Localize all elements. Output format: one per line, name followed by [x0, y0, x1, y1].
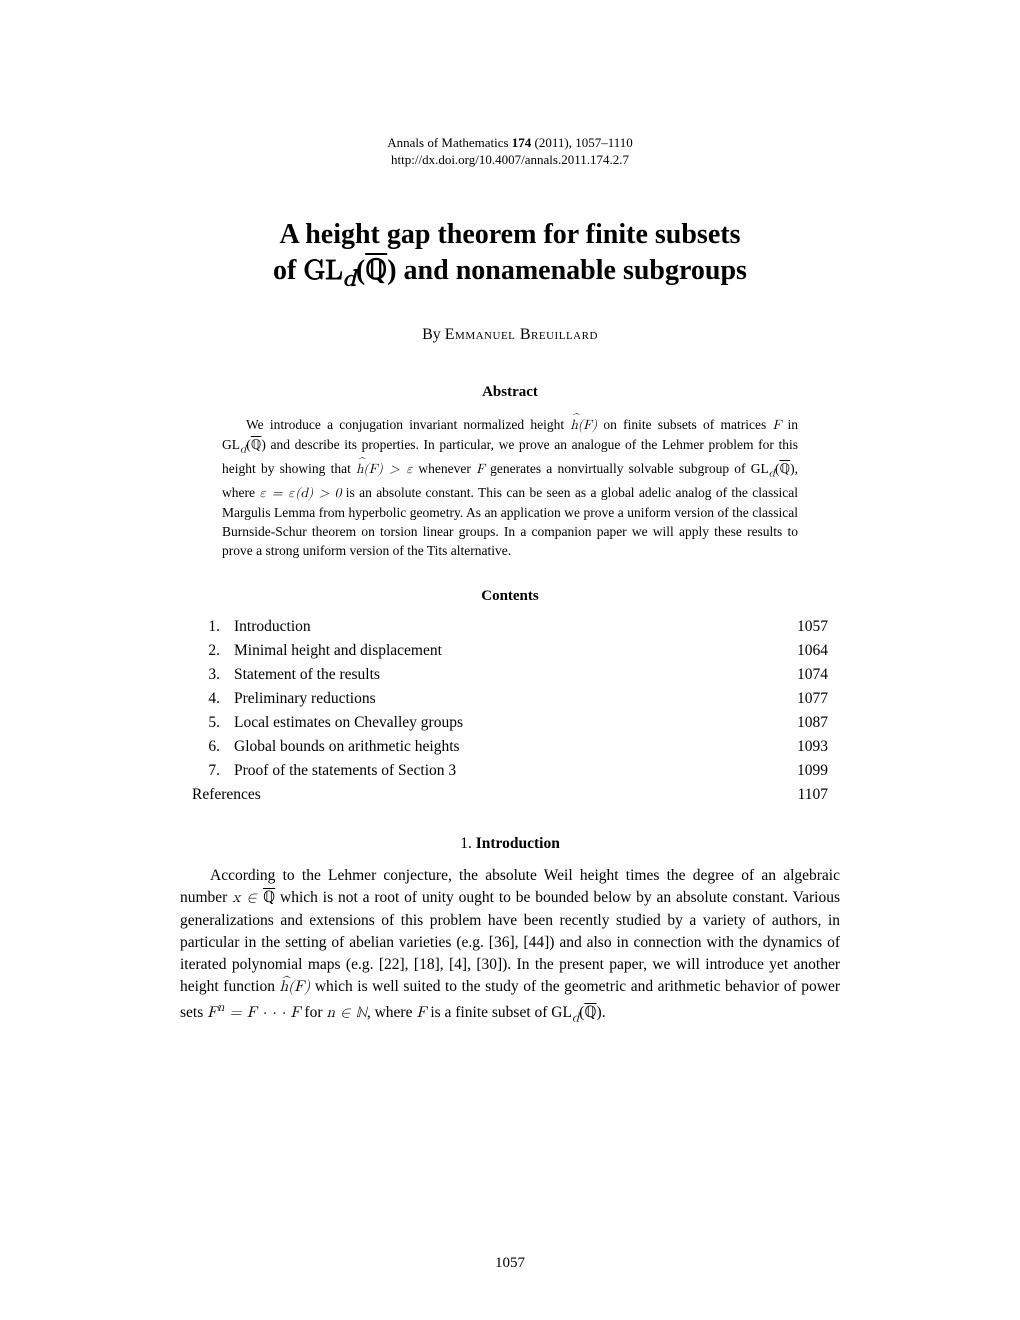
section-number: 1. — [460, 835, 476, 852]
toc-references-page: 1107 — [778, 783, 828, 807]
journal-line1: Annals of Mathematics 174 (2011), 1057–1… — [180, 135, 840, 152]
abstract-heading: Abstract — [180, 384, 840, 401]
title-gl: GLd — [303, 257, 355, 285]
toc-row: 3. Statement of the results 1074 — [192, 663, 828, 687]
toc-title: Introduction — [234, 615, 778, 639]
toc-page: 1093 — [778, 735, 828, 759]
toc-title: Local estimates on Chevalley groups — [234, 711, 778, 735]
title-line2-prefix: of — [273, 255, 303, 286]
toc-num: 7. — [192, 759, 220, 783]
author-by: By — [422, 326, 445, 343]
toc-title: Statement of the results — [234, 663, 778, 687]
author-line: By Emmanuel Breuillard — [180, 326, 840, 344]
toc-row-references: References 1107 — [192, 783, 828, 807]
table-of-contents: 1. Introduction 1057 2. Minimal height a… — [192, 615, 828, 807]
toc-references-title: References — [192, 783, 778, 807]
toc-page: 1064 — [778, 639, 828, 663]
journal-prefix: Annals of Mathematics — [387, 135, 512, 150]
toc-num: 3. — [192, 663, 220, 687]
journal-volume: 174 — [512, 135, 532, 150]
toc-num: 2. — [192, 639, 220, 663]
title-paren-close: ) — [387, 255, 396, 286]
contents-heading: Contents — [180, 588, 840, 605]
journal-doi: http://dx.doi.org/10.4007/annals.2011.17… — [180, 152, 840, 169]
section-1-heading: 1. Introduction — [180, 835, 840, 853]
toc-page: 1087 — [778, 711, 828, 735]
toc-row: 1. Introduction 1057 — [192, 615, 828, 639]
title-line1: A height gap theorem for finite subsets — [280, 219, 741, 250]
toc-title: Global bounds on arithmetic heights — [234, 735, 778, 759]
toc-row: 6. Global bounds on arithmetic heights 1… — [192, 735, 828, 759]
title-q-bar: ℚ — [365, 255, 387, 286]
toc-num: 5. — [192, 711, 220, 735]
toc-title: Minimal height and displacement — [234, 639, 778, 663]
abstract-body: We introduce a conjugation invariant nor… — [222, 415, 798, 560]
toc-title: Proof of the statements of Section 3 — [234, 759, 778, 783]
journal-suffix: (2011), 1057–1110 — [531, 135, 632, 150]
introduction-body: According to the Lehmer conjecture, the … — [180, 865, 840, 1028]
paper-title: A height gap theorem for finite subsets … — [180, 217, 840, 294]
toc-row: 2. Minimal height and displacement 1064 — [192, 639, 828, 663]
toc-row: 5. Local estimates on Chevalley groups 1… — [192, 711, 828, 735]
page-number: 1057 — [0, 1255, 1020, 1272]
toc-page: 1099 — [778, 759, 828, 783]
title-line2-suffix: and nonamenable subgroups — [397, 255, 747, 286]
toc-title: Preliminary reductions — [234, 687, 778, 711]
toc-row: 4. Preliminary reductions 1077 — [192, 687, 828, 711]
toc-page: 1057 — [778, 615, 828, 639]
toc-row: 7. Proof of the statements of Section 3 … — [192, 759, 828, 783]
section-title: Introduction — [476, 835, 560, 852]
toc-num: 6. — [192, 735, 220, 759]
title-paren-open: ( — [356, 255, 365, 286]
journal-info: Annals of Mathematics 174 (2011), 1057–1… — [180, 135, 840, 169]
author-name: Emmanuel Breuillard — [445, 326, 598, 343]
toc-num: 1. — [192, 615, 220, 639]
toc-page: 1077 — [778, 687, 828, 711]
toc-num: 4. — [192, 687, 220, 711]
toc-page: 1074 — [778, 663, 828, 687]
